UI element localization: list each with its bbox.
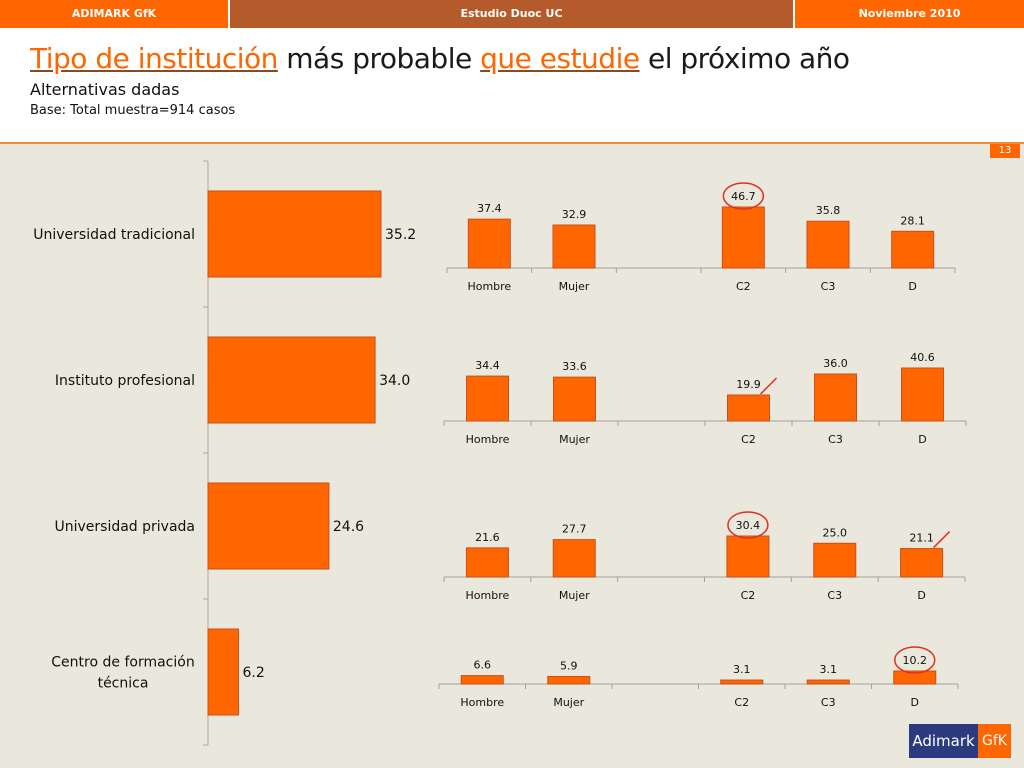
logo-adimark: Adimark (909, 724, 978, 758)
left-chart-value-label: 6.2 (242, 665, 264, 681)
mini-chart-value-label: 33.6 (562, 360, 587, 373)
mini-chart-value-label: 19.9 (736, 378, 761, 391)
highlight-circle (894, 646, 936, 674)
title-text-1: más probable (277, 42, 481, 75)
mini-chart-bar (721, 206, 765, 269)
mini-chart-value-label: 36.0 (823, 357, 848, 370)
mini-chart-bar (552, 224, 596, 269)
mini-chart-bar (891, 230, 935, 269)
mini-chart-value-label: 40.6 (910, 351, 935, 364)
mini-chart-value-label: 21.6 (475, 531, 500, 544)
left-chart-value-label: 34.0 (379, 373, 410, 389)
mini-chart-bar (466, 375, 509, 422)
mini-chart-bar (893, 670, 937, 685)
mini-chart-value-label: 6.6 (474, 659, 492, 672)
mini-chart-category-label: C2 (734, 696, 749, 709)
mini-chart-value-label: 3.1 (820, 663, 838, 676)
left-chart-bar (207, 482, 330, 570)
page-number: 13 (990, 144, 1020, 158)
divider (793, 0, 795, 28)
charts-svg: 35.2 Universidad tradicional 34.0 Instituto… (33, 160, 967, 746)
mini-chart-value-label: 5.9 (560, 659, 578, 672)
mini-chart-bar (814, 373, 857, 422)
mini-chart-bar (720, 679, 764, 685)
title-text-2: el próximo año (639, 42, 850, 75)
mini-chart-value-label: 34.4 (475, 359, 500, 372)
mini-chart-category-label: C3 (821, 280, 836, 293)
left-chart-category-label: técnica (98, 676, 149, 692)
top-bar: ADIMARK GfK Estudio Duoc UC Noviembre 20… (0, 0, 1024, 28)
left-chart-value-label: 35.2 (385, 227, 416, 243)
mini-chart-value-label: 35.8 (816, 204, 841, 217)
mini-chart-category-label: D (918, 433, 926, 446)
mini-chart-category-label: C3 (821, 696, 836, 709)
mini-chart-bar (547, 675, 591, 685)
mini-chart-category-label: Hombre (460, 696, 504, 709)
mini-chart-bar (465, 547, 509, 578)
mini-chart-bar (901, 367, 944, 422)
left-chart-bar (207, 190, 382, 278)
page-subtitle: Alternativas dadas (30, 80, 180, 99)
mini-chart-category-label: Hombre (467, 280, 511, 293)
mini-chart-value-label: 46.7 (731, 190, 756, 203)
slide-header: Tipo de institución más probable que est… (0, 28, 1024, 144)
mini-chart-category-label: D (917, 589, 925, 602)
mini-chart-category-label: C3 (828, 433, 843, 446)
mini-chart-category-label: C2 (736, 280, 751, 293)
mini-chart-category-label: Mujer (553, 696, 584, 709)
mini-chart-category-label: Hombre (466, 433, 510, 446)
mini-chart-bar (806, 679, 850, 685)
left-chart-category-label: Centro de formación (51, 655, 194, 671)
mini-chart-value-label: 10.2 (903, 654, 928, 667)
page-title: Tipo de institución más probable que est… (30, 42, 850, 75)
mini-chart-bar (900, 548, 944, 578)
mini-chart-value-label: 25.0 (823, 526, 848, 539)
mini-chart-category-label: C2 (741, 433, 756, 446)
mini-chart-value-label: 27.7 (562, 523, 587, 536)
date-label: Noviembre 2010 (858, 7, 961, 20)
left-chart-bar (207, 336, 376, 424)
mini-chart-value-label: 37.4 (477, 202, 502, 215)
mini-chart-bar (727, 394, 770, 422)
left-chart-category-label: Instituto profesional (55, 373, 195, 389)
divider (228, 0, 230, 28)
mini-chart-bar (726, 535, 770, 578)
chart-area: 13 35.2 Universidad tradicional 34.0 Instit… (0, 144, 1024, 768)
company-label: ADIMARK GfK (71, 7, 157, 20)
mini-chart-bar (813, 542, 857, 578)
left-chart-value-label: 24.6 (333, 519, 364, 535)
mini-chart-category-label: Mujer (559, 433, 590, 446)
mini-chart-bar (806, 220, 850, 269)
mini-chart-category-label: D (908, 280, 916, 293)
mini-chart-value-label: 3.1 (733, 663, 751, 676)
mini-chart-bar (553, 376, 596, 422)
left-chart-category-label: Universidad tradicional (33, 227, 195, 243)
mini-chart-category-label: C3 (827, 589, 842, 602)
left-chart-bar (207, 628, 239, 716)
mini-chart-bar (552, 539, 596, 578)
title-highlight-1: Tipo de institución (30, 42, 278, 75)
mini-chart-category-label: Mujer (559, 589, 590, 602)
mini-chart-category-label: Mujer (559, 280, 590, 293)
left-chart-category-label: Universidad privada (54, 519, 195, 535)
mini-chart-bar (460, 675, 504, 685)
mini-chart-bar (467, 218, 511, 269)
highlight-circle (722, 182, 765, 210)
mini-chart-category-label: D (911, 696, 919, 709)
highlight-circle (727, 511, 769, 539)
mini-chart-value-label: 28.1 (900, 214, 925, 227)
mini-chart-value-label: 32.9 (562, 208, 587, 221)
sample-base: Base: Total muestra=914 casos (30, 103, 236, 118)
mini-chart-value-label: 21.1 (909, 532, 934, 545)
mini-chart-category-label: C2 (741, 589, 756, 602)
mini-chart-category-label: Hombre (466, 589, 510, 602)
mini-chart-value-label: 30.4 (736, 519, 761, 532)
logo-gfk: GfK (978, 724, 1011, 758)
study-label: Estudio Duoc UC (230, 0, 793, 28)
highlight-slash (759, 377, 778, 395)
highlight-slash (933, 531, 951, 549)
adimark-gfk-logo: Adimark GfK (909, 724, 1011, 758)
title-highlight-2: que estudie (480, 42, 640, 75)
